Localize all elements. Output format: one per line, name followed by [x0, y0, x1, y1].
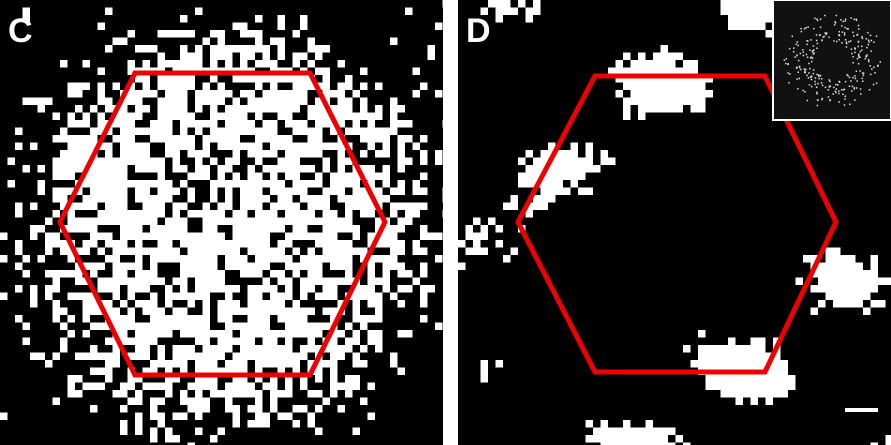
inset	[773, 0, 891, 120]
panel-label: D	[466, 12, 491, 50]
figure: C D	[0, 0, 891, 445]
panel-label: C	[8, 12, 33, 50]
